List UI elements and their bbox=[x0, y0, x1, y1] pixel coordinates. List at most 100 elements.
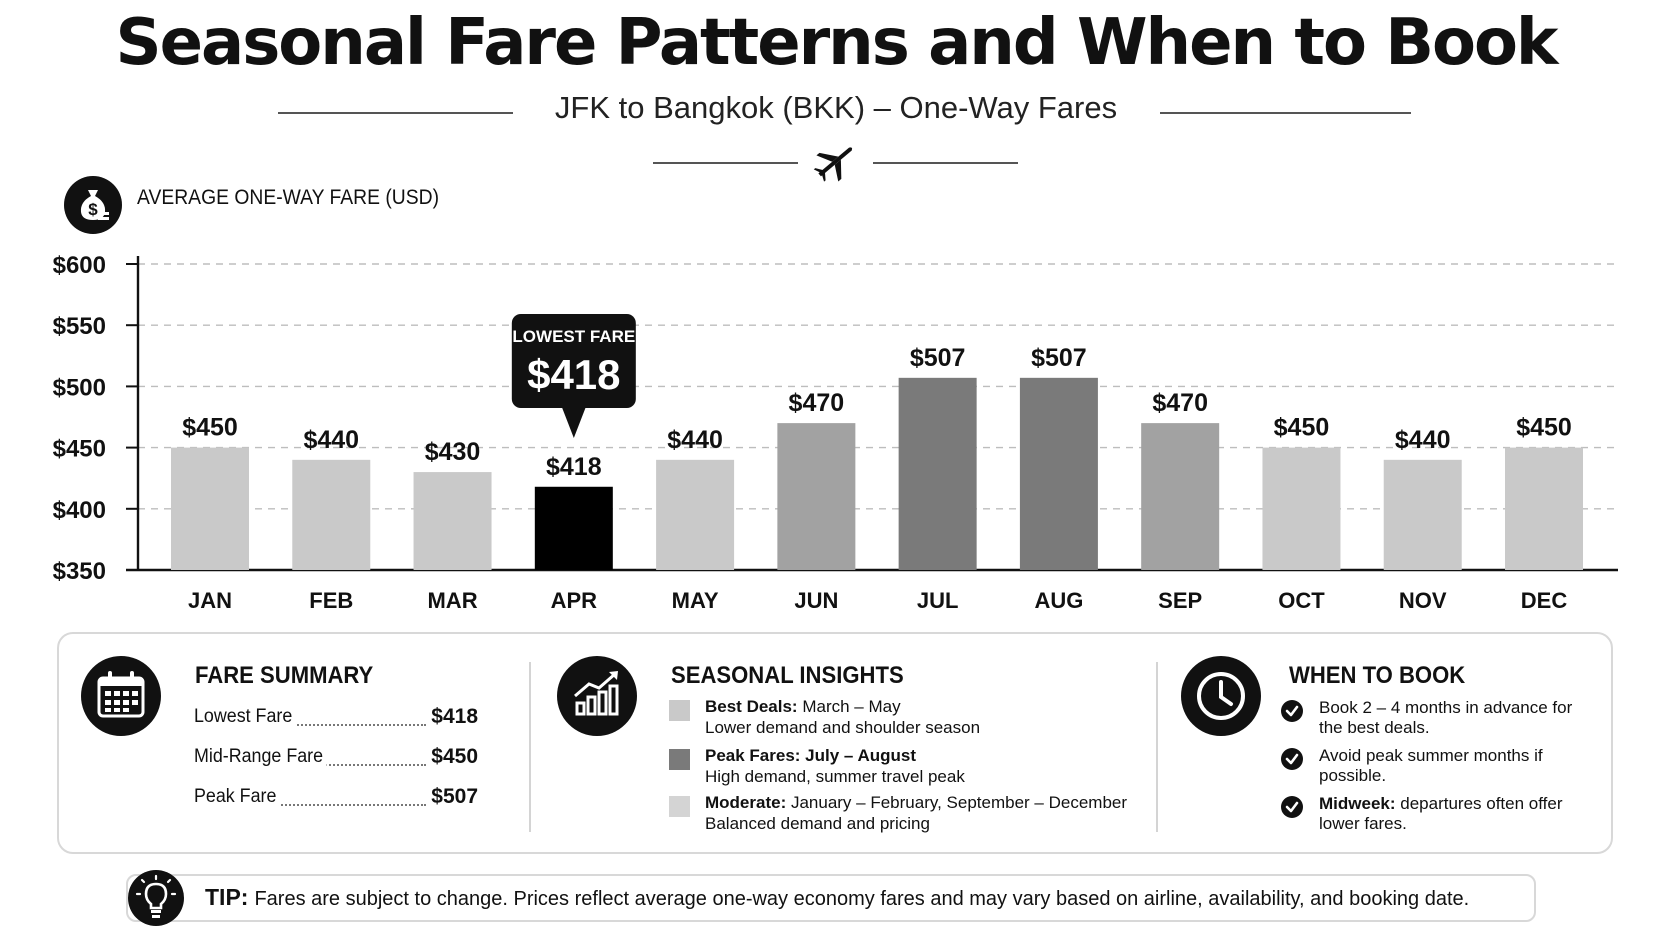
value-label: $430 bbox=[425, 438, 481, 466]
subtitle-row: JFK to Bangkok (BKK) – One-Way Fares bbox=[0, 90, 1672, 134]
x-tick-label: APR bbox=[551, 588, 598, 613]
value-label: $440 bbox=[303, 426, 359, 454]
bar-dec bbox=[1505, 447, 1583, 570]
bar-jan bbox=[171, 447, 249, 570]
value-label: $450 bbox=[182, 414, 238, 442]
booking-text: Avoid peak summer months if possible. bbox=[1319, 746, 1543, 785]
when-to-book-title: WHEN TO BOOK bbox=[1289, 662, 1466, 689]
plane-divider bbox=[0, 142, 1672, 182]
value-label: $450 bbox=[1516, 414, 1572, 442]
insight-detail: High demand, summer travel peak bbox=[705, 767, 965, 786]
callout-label: LOWEST FARE bbox=[512, 327, 635, 346]
y-tick-label: $350 bbox=[53, 558, 106, 585]
plane-rule-left bbox=[653, 162, 798, 164]
airplane-icon bbox=[813, 147, 853, 182]
x-tick-label: NOV bbox=[1399, 588, 1447, 613]
summary-value: $507 bbox=[427, 785, 478, 809]
page-title: Seasonal Fare Patterns and When to Book bbox=[115, 6, 1559, 80]
y-axis-unit-label: AVERAGE ONE-WAY FARE (USD) bbox=[137, 186, 440, 209]
summary-label: Lowest Fare bbox=[194, 706, 297, 728]
value-labels: $450 JAN $440 FEB $430 MAR $418 APR $440 MAY $470 J… bbox=[182, 344, 1572, 613]
insight-head-rest: March – May bbox=[797, 697, 901, 716]
insight-head: Peak Fares: July – August bbox=[705, 746, 917, 765]
tip-text-row: TIP: Fares are subject to change. Prices … bbox=[205, 884, 1469, 911]
x-tick-label: FEB bbox=[309, 588, 353, 613]
tip-label: TIP: bbox=[205, 884, 249, 910]
callout-pointer bbox=[561, 407, 586, 438]
bar-may bbox=[656, 459, 735, 570]
tip-bar bbox=[126, 874, 1536, 922]
svg-text:$: $ bbox=[88, 200, 98, 219]
fare-summary-title: FARE SUMMARY bbox=[195, 662, 374, 689]
bar-feb bbox=[292, 459, 371, 570]
page-subtitle: JFK to Bangkok (BKK) – One-Way Fares bbox=[554, 90, 1118, 125]
value-label: $470 bbox=[789, 389, 845, 417]
plane-rule-right bbox=[873, 162, 1018, 164]
x-tick-label: SEP bbox=[1158, 588, 1202, 613]
summary-row: Lowest Fare $418 bbox=[194, 705, 478, 732]
bar-jul bbox=[898, 377, 977, 570]
growth-chart-icon bbox=[557, 656, 637, 736]
insight-detail: Lower demand and shoulder season bbox=[705, 718, 981, 737]
value-label: $440 bbox=[1395, 426, 1451, 454]
checkmark-icon bbox=[1281, 700, 1303, 722]
x-tick-label: DEC bbox=[1521, 588, 1568, 613]
summary-row: Mid-Range Fare $450 bbox=[194, 745, 478, 772]
checkmark-icon bbox=[1281, 748, 1303, 770]
bars bbox=[171, 377, 1583, 570]
booking-head: Midweek: bbox=[1319, 794, 1396, 813]
checkmark-icon bbox=[1281, 796, 1303, 818]
summary-label: Peak Fare bbox=[194, 786, 281, 808]
leader-dots bbox=[194, 804, 426, 806]
summary-value: $418 bbox=[427, 705, 478, 729]
panel-divider bbox=[529, 662, 531, 832]
legend-swatch bbox=[669, 796, 690, 817]
bar-nov bbox=[1383, 459, 1462, 570]
bar-mar bbox=[413, 472, 492, 570]
value-label: $507 bbox=[910, 344, 966, 372]
x-tick-label: OCT bbox=[1278, 588, 1325, 613]
seasonal-insights-title: SEASONAL INSIGHTS bbox=[671, 662, 904, 689]
clock-icon bbox=[1181, 656, 1261, 736]
value-label: $440 bbox=[667, 426, 723, 454]
insight-head: Best Deals: bbox=[705, 697, 798, 716]
insight-head-rest: January – February, September – December bbox=[786, 793, 1128, 812]
fare-bar-chart: $350$400$450$500$550$600 $450JAN$440FEB$… bbox=[53, 252, 1618, 613]
y-tick-label: $450 bbox=[53, 436, 106, 463]
y-tick-label: $500 bbox=[53, 374, 106, 401]
value-label: $450 bbox=[1274, 414, 1330, 442]
lightbulb-icon bbox=[128, 870, 184, 926]
insight-detail: Balanced demand and pricing bbox=[705, 814, 930, 833]
leader-dots bbox=[194, 724, 426, 726]
subtitle-rule-right bbox=[1160, 112, 1411, 114]
axes: $350 $400 $450 $500 $550 $600 bbox=[53, 252, 1618, 585]
summary-value: $450 bbox=[427, 745, 478, 769]
insights-panel: FARE SUMMARY Lowest Fare $418 Mid-Range … bbox=[57, 632, 1613, 854]
x-tick-label: AUG bbox=[1034, 588, 1083, 613]
legend-swatch bbox=[669, 700, 690, 721]
booking-text: departures often offer lower fares. bbox=[1319, 794, 1563, 833]
legend-swatch bbox=[669, 749, 690, 770]
calendar-icon bbox=[81, 656, 161, 736]
y-tick-label: $600 bbox=[53, 252, 106, 279]
x-tick-label: JUL bbox=[917, 588, 959, 613]
bar-jun bbox=[777, 423, 856, 570]
summary-label: Mid-Range Fare bbox=[194, 746, 327, 768]
booking-text: Book 2 – 4 months in advance for the bes… bbox=[1319, 698, 1573, 737]
tip-message: Fares are subject to change. Prices refl… bbox=[254, 888, 1470, 910]
subtitle-rule-left bbox=[278, 112, 513, 114]
value-label: $418 bbox=[546, 453, 602, 481]
bar-aug bbox=[1019, 377, 1098, 570]
bar-apr bbox=[534, 486, 613, 570]
panel-divider bbox=[1156, 662, 1158, 832]
bar-sep bbox=[1141, 423, 1220, 570]
x-tick-label: MAY bbox=[672, 588, 719, 613]
y-tick-label: $400 bbox=[53, 497, 106, 524]
lowest-fare-callout: LOWEST FARE $418 bbox=[511, 314, 636, 438]
bar-oct bbox=[1262, 447, 1341, 570]
callout-box bbox=[511, 314, 636, 408]
y-tick-label: $550 bbox=[53, 313, 106, 340]
summary-row: Peak Fare $507 bbox=[194, 785, 478, 812]
insight-head: Moderate: bbox=[705, 793, 787, 812]
x-tick-label: MAR bbox=[427, 588, 477, 613]
